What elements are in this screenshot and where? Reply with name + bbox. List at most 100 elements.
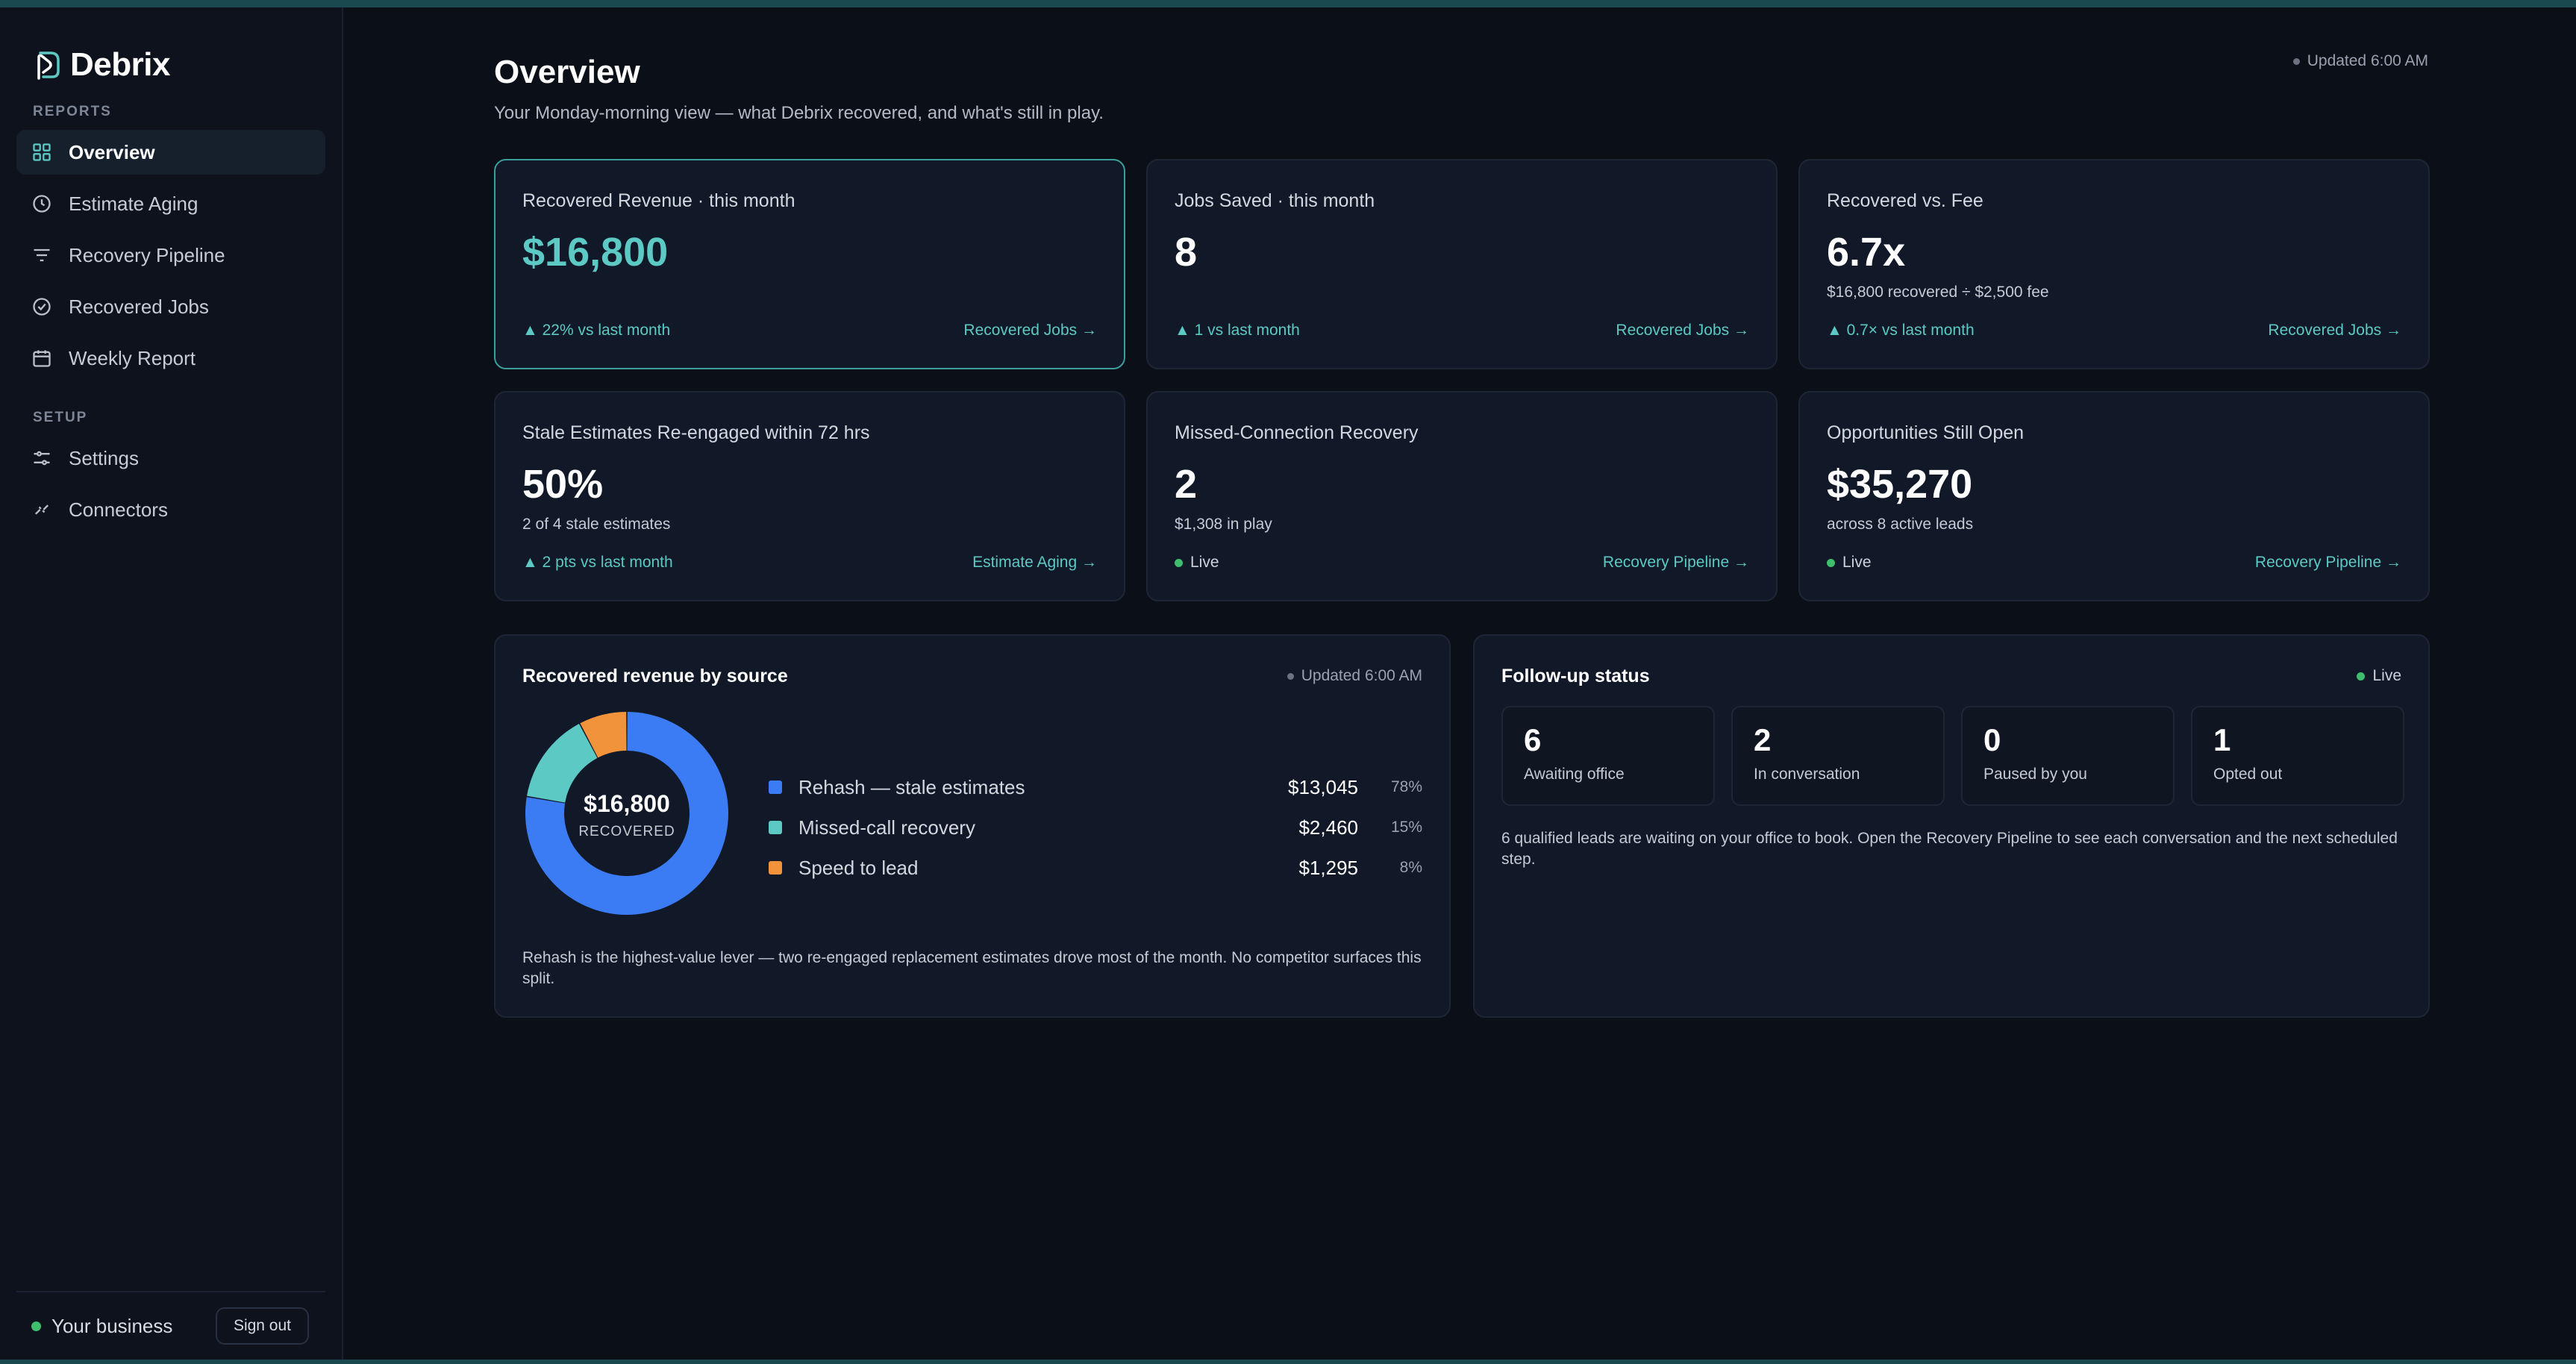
clock-icon — [31, 193, 52, 214]
legend-row: Missed-call recovery $2,460 15% — [769, 813, 1422, 842]
kpi-label: Missed-Connection Recovery — [1175, 422, 1419, 443]
sidebar-item-overview[interactable]: Overview — [16, 130, 325, 175]
kpi-value: 2 — [1175, 462, 1198, 507]
grid-icon — [31, 142, 52, 163]
recovered-jobs-link[interactable]: Recovered Jobs → — [963, 322, 1097, 339]
business-indicator[interactable]: Your business — [31, 1315, 172, 1338]
kpi-label: Recovered vs. Fee — [1827, 190, 1983, 211]
panel-title: Recovered revenue by source — [522, 666, 788, 686]
updated-timestamp: Updated 6:00 AM — [2292, 52, 2428, 70]
recovery-pipeline-link[interactable]: Recovery Pipeline → — [2254, 554, 2401, 571]
kpi-subtext: $1,308 in play — [1175, 516, 1272, 533]
live-dot-icon — [1175, 558, 1183, 567]
kpi-subtext: across 8 active leads — [1827, 516, 1974, 533]
panel-updated: Updated 6:00 AM — [1287, 667, 1422, 685]
kpi-value: $35,270 — [1827, 462, 1973, 507]
panel-updated-label: Updated 6:00 AM — [1301, 667, 1422, 684]
status-dot-icon — [1287, 672, 1294, 680]
link-icon — [31, 499, 52, 520]
sidebar-item-label: Recovery Pipeline — [69, 243, 225, 266]
legend-amount: $13,045 — [1288, 775, 1358, 798]
stat-label: Awaiting office — [1524, 766, 1625, 783]
stat-awaiting-office[interactable]: 6 Awaiting office — [1501, 706, 1715, 806]
live-indicator: Live — [1175, 554, 1219, 572]
legend-percent: 8% — [1399, 859, 1422, 876]
page-title: Overview — [494, 54, 640, 90]
legend-name: Missed-call recovery — [798, 816, 975, 839]
kpi-trend: ▲ 0.7× vs last month — [1827, 322, 1975, 339]
kpi-label: Stale Estimates Re-engaged within 72 hrs — [522, 422, 870, 443]
live-dot-icon — [2357, 672, 2366, 681]
kpi-value: 50% — [522, 462, 604, 507]
estimate-aging-link[interactable]: Estimate Aging → — [972, 554, 1097, 571]
legend-percent: 15% — [1390, 819, 1422, 836]
stat-label: In conversation — [1754, 766, 1860, 783]
sidebar-item-connectors[interactable]: Connectors — [16, 487, 325, 532]
live-indicator: Live — [2357, 667, 2401, 685]
kpi-subtext: $16,800 recovered ÷ $2,500 fee — [1827, 284, 2049, 301]
legend-name: Speed to lead — [798, 856, 919, 879]
kpi-value: $16,800 — [522, 230, 669, 275]
brand[interactable]: Debrix — [16, 7, 325, 100]
recovered-jobs-link[interactable]: Recovered Jobs → — [1616, 322, 1749, 339]
app-window: Debrix REPORTS Overview Estimate Aging R… — [0, 7, 2576, 1360]
donut-slice-3[interactable] — [580, 712, 627, 758]
kpi-card-missed-connection: Missed-Connection Recovery 2 $1,308 in p… — [1146, 391, 1778, 601]
kpi-card-recovered-vs-fee: Recovered vs. Fee 6.7x $16,800 recovered… — [1798, 159, 2430, 369]
page-subtitle: Your Monday-morning view — what Debrix r… — [494, 103, 1104, 123]
kpi-footer: Live Recovery Pipeline → — [1175, 554, 1749, 572]
donut-center-value: $16,800 — [584, 790, 670, 817]
stat-paused-by-you[interactable]: 0 Paused by you — [1961, 706, 2175, 806]
sidebar-footer: Your business Sign out — [16, 1291, 325, 1360]
kpi-footer: ▲ 22% vs last month Recovered Jobs → — [522, 322, 1097, 340]
live-label: Live — [1190, 554, 1219, 571]
sidebar-item-estimate-aging[interactable]: Estimate Aging — [16, 181, 325, 226]
section-label-reports: REPORTS — [33, 104, 112, 119]
debrix-logo-icon — [37, 51, 60, 80]
recovery-pipeline-link[interactable]: Recovery Pipeline → — [1602, 554, 1749, 571]
follow-up-note: 6 qualified leads are waiting on your of… — [1501, 830, 2398, 868]
legend-swatch — [769, 780, 782, 794]
sidebar-item-label: Weekly Report — [69, 346, 196, 369]
brand-name: Debrix — [70, 46, 170, 83]
legend-amount: $2,460 — [1298, 816, 1358, 839]
live-indicator: Live — [1827, 554, 1872, 572]
sidebar-item-weekly-report[interactable]: Weekly Report — [16, 336, 325, 381]
stat-value: 0 — [1983, 722, 2001, 757]
sidebar-item-recovery-pipeline[interactable]: Recovery Pipeline — [16, 233, 325, 278]
kpi-label: Jobs Saved · this month — [1175, 190, 1375, 211]
kpi-trend: ▲ 2 pts vs last month — [522, 554, 673, 571]
check-circle-icon — [31, 296, 52, 317]
legend-swatch — [769, 861, 782, 875]
stat-opted-out[interactable]: 1 Opted out — [2191, 706, 2404, 806]
kpi-footer: ▲ 2 pts vs last month Estimate Aging → — [522, 554, 1097, 572]
sidebar-item-label: Connectors — [69, 498, 168, 521]
sidebar-item-recovered-jobs[interactable]: Recovered Jobs — [16, 284, 325, 329]
kpi-trend: ▲ 1 vs last month — [1175, 322, 1300, 339]
live-label: Live — [2372, 667, 2401, 684]
legend-name: Rehash — stale estimates — [798, 775, 1025, 798]
stat-value: 2 — [1754, 722, 1772, 757]
legend-amount: $1,295 — [1298, 856, 1358, 879]
follow-up-status-panel: Follow-up status Live 6 Awaiting office … — [1473, 634, 2430, 1018]
sliders-icon — [31, 448, 52, 469]
kpi-subtext: 2 of 4 stale estimates — [522, 516, 671, 533]
business-name: Your business — [51, 1314, 173, 1337]
sidebar-item-settings[interactable]: Settings — [16, 436, 325, 481]
sidebar-item-label: Recovered Jobs — [69, 295, 209, 318]
kpi-footer: ▲ 0.7× vs last month Recovered Jobs → — [1827, 322, 2401, 340]
sign-out-button[interactable]: Sign out — [215, 1307, 309, 1345]
legend-row: Rehash — stale estimates $13,045 78% — [769, 772, 1422, 802]
calendar-icon — [31, 348, 52, 369]
kpi-value: 6.7x — [1827, 230, 1906, 275]
legend-row: Speed to lead $1,295 8% — [769, 853, 1422, 883]
donut-slice-1[interactable] — [525, 712, 728, 915]
stat-in-conversation[interactable]: 2 In conversation — [1731, 706, 1945, 806]
filter-icon — [31, 245, 52, 266]
recovered-jobs-link[interactable]: Recovered Jobs → — [2268, 322, 2401, 339]
sidebar: Debrix REPORTS Overview Estimate Aging R… — [0, 7, 343, 1360]
sidebar-item-label: Overview — [69, 140, 155, 163]
kpi-trend: ▲ 22% vs last month — [522, 322, 671, 339]
kpi-value: 8 — [1175, 230, 1198, 275]
donut-slice-2[interactable] — [527, 724, 598, 803]
